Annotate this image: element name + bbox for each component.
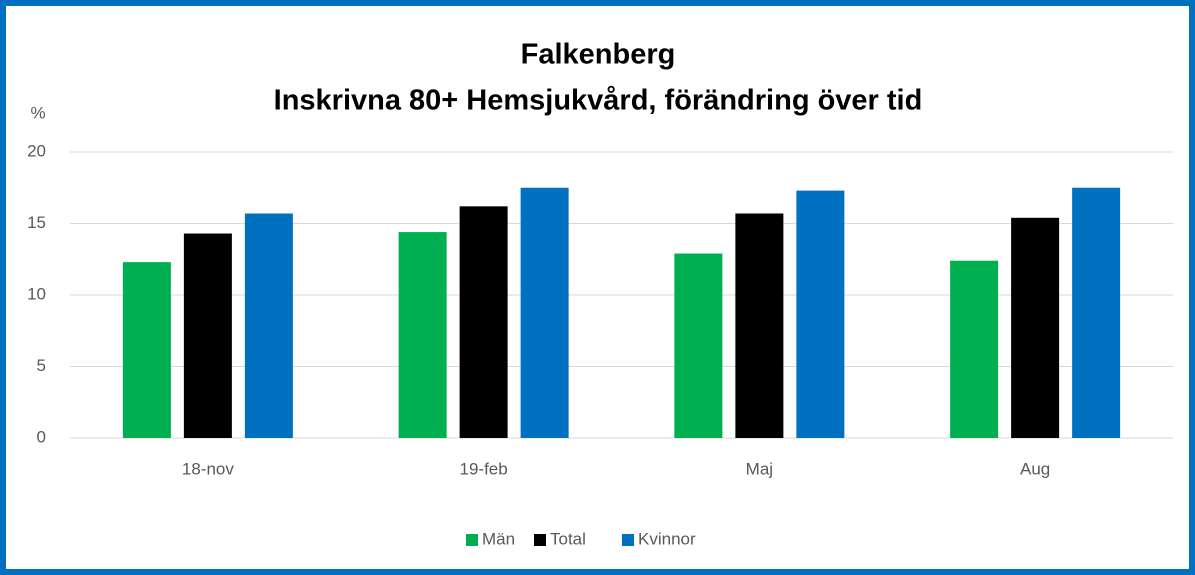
legend-swatch (466, 534, 478, 546)
bar (950, 260, 999, 438)
chart-title: Falkenberg (521, 39, 676, 71)
legend-swatch (534, 534, 546, 546)
bar (735, 213, 784, 438)
x-tick-label: Maj (746, 459, 773, 478)
y-tick-label: 15 (27, 213, 46, 232)
x-tick-label: 18-nov (182, 459, 234, 478)
x-tick-label: Aug (1020, 459, 1050, 478)
bar (1011, 217, 1060, 438)
bar (674, 253, 723, 438)
y-tick-label: 0 (37, 427, 46, 446)
legend-swatch (622, 534, 634, 546)
chart-subtitle: Inskrivna 80+ Hemsjukvård, förändring öv… (274, 85, 923, 117)
legend-label: Män (482, 529, 515, 548)
bar (244, 213, 293, 438)
legend-label: Total (550, 529, 586, 548)
bar (122, 262, 171, 438)
y-axis-label: % (30, 103, 45, 122)
legend-label: Kvinnor (638, 529, 696, 548)
y-tick-label: 5 (37, 356, 46, 375)
bar (459, 206, 508, 438)
bar (796, 190, 845, 438)
x-tick-label: 19-feb (460, 459, 508, 478)
y-tick-label: 10 (27, 284, 46, 303)
bar (520, 187, 569, 438)
bar (1072, 187, 1121, 438)
bar (398, 232, 447, 438)
y-tick-label: 20 (27, 141, 46, 160)
bar (183, 233, 232, 438)
